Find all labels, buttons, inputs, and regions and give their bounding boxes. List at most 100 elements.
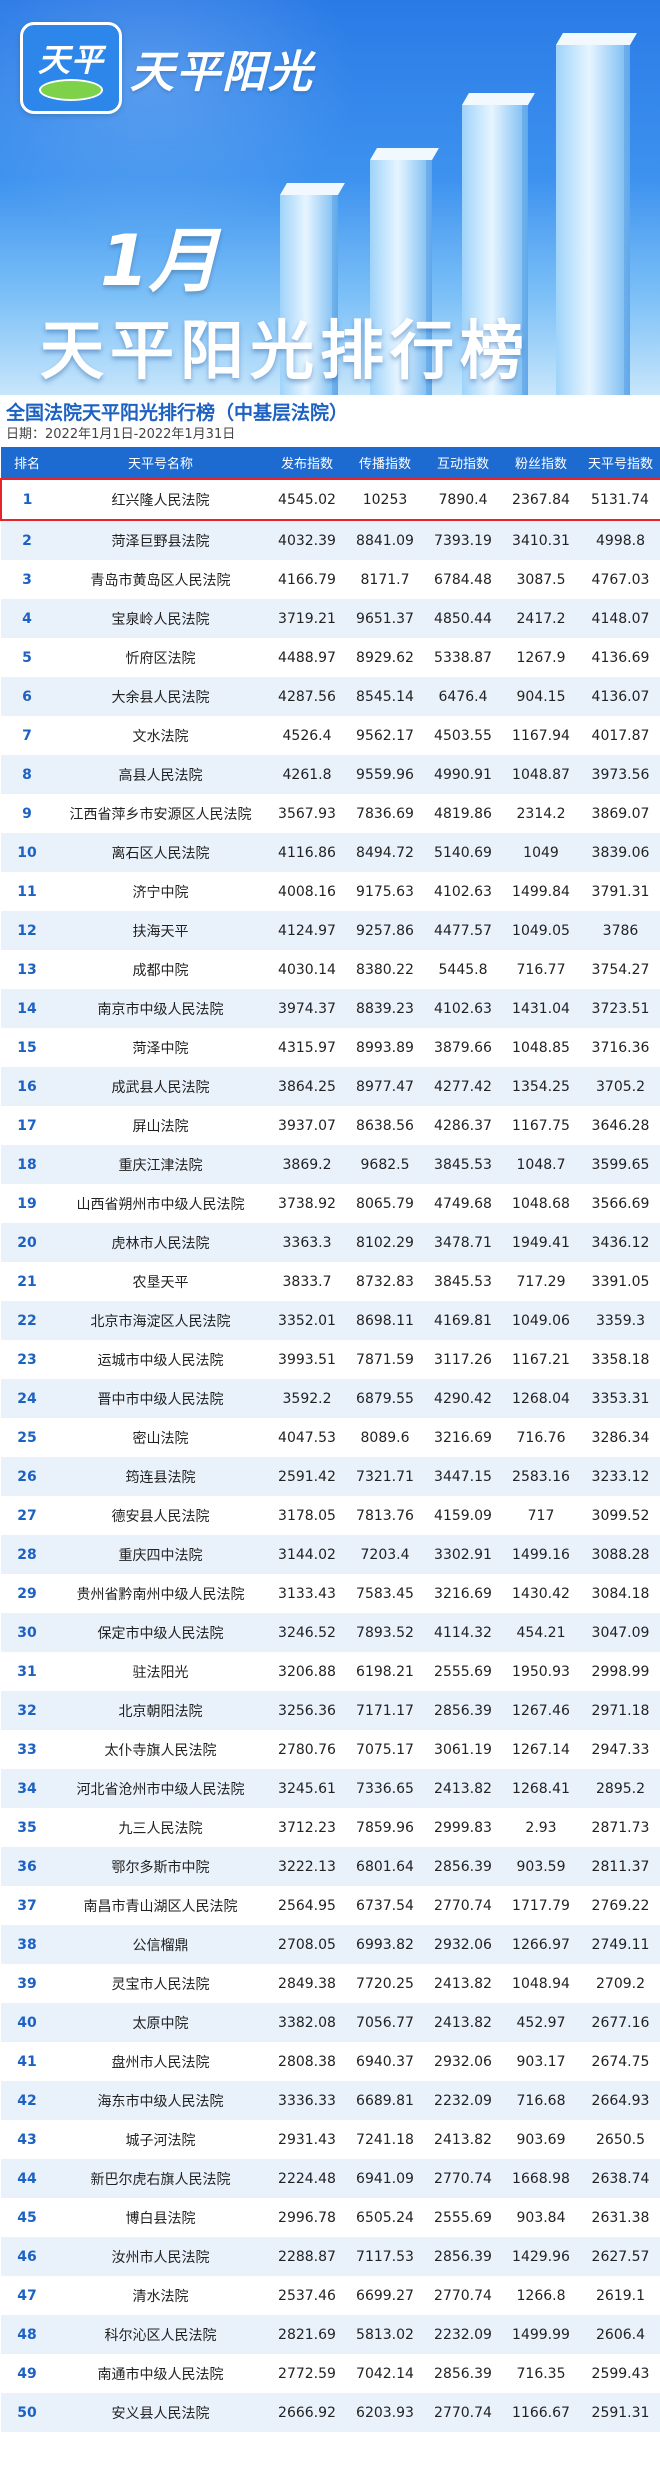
interaction-index-cell: 4114.32: [424, 1613, 502, 1652]
publish-index-cell: 3974.37: [268, 989, 346, 1028]
total-index-cell: 2591.31: [580, 2393, 660, 2432]
ranking-table: 排名 天平号名称 发布指数 传播指数 互动指数 粉丝指数 天平号指数 1 红兴隆人…: [0, 447, 660, 2432]
rank-cell: 44: [1, 2159, 53, 2198]
name-cell: 科尔沁区人民法院: [53, 2315, 268, 2354]
interaction-index-cell: 3117.26: [424, 1340, 502, 1379]
rank-cell: 29: [1, 1574, 53, 1613]
name-cell: 鄂尔多斯市中院: [53, 1847, 268, 1886]
fans-index-cell: 452.97: [502, 2003, 580, 2042]
spread-index-cell: 8065.79: [346, 1184, 424, 1223]
fans-index-cell: 3410.31: [502, 520, 580, 560]
publish-index-cell: 4315.97: [268, 1028, 346, 1067]
rank-cell: 26: [1, 1457, 53, 1496]
publish-index-cell: 3869.2: [268, 1145, 346, 1184]
total-index-cell: 3047.09: [580, 1613, 660, 1652]
name-cell: 清水法院: [53, 2276, 268, 2315]
total-index-cell: 2619.1: [580, 2276, 660, 2315]
spread-index-cell: 8977.47: [346, 1067, 424, 1106]
spread-index-cell: 8380.22: [346, 950, 424, 989]
table-row: 36 鄂尔多斯市中院 3222.13 6801.64 2856.39 903.59 2811…: [1, 1847, 660, 1886]
rank-cell: 38: [1, 1925, 53, 1964]
interaction-index-cell: 4850.44: [424, 599, 502, 638]
publish-index-cell: 4030.14: [268, 950, 346, 989]
publish-index-cell: 3363.3: [268, 1223, 346, 1262]
name-cell: 博白县法院: [53, 2198, 268, 2237]
spread-index-cell: 6801.64: [346, 1847, 424, 1886]
fans-index-cell: 1048.87: [502, 755, 580, 794]
rank-cell: 37: [1, 1886, 53, 1925]
publish-index-cell: 3178.05: [268, 1496, 346, 1535]
total-index-cell: 3359.3: [580, 1301, 660, 1340]
logo-text: 天平: [37, 41, 104, 79]
rank-cell: 20: [1, 1223, 53, 1262]
header-name: 天平号名称: [53, 447, 268, 479]
name-cell: 南昌市青山湖区人民法院: [53, 1886, 268, 1925]
table-row: 23 运城市中级人民法院 3993.51 7871.59 3117.26 1167.21 3…: [1, 1340, 660, 1379]
spread-index-cell: 9257.86: [346, 911, 424, 950]
rank-cell: 24: [1, 1379, 53, 1418]
rank-cell: 21: [1, 1262, 53, 1301]
total-index-cell: 2650.5: [580, 2120, 660, 2159]
spread-index-cell: 9559.96: [346, 755, 424, 794]
publish-index-cell: 4261.8: [268, 755, 346, 794]
rank-cell: 35: [1, 1808, 53, 1847]
spread-index-cell: 8089.6: [346, 1418, 424, 1457]
interaction-index-cell: 2856.39: [424, 1847, 502, 1886]
app-logo: 天平: [20, 22, 122, 114]
fans-index-cell: 1949.41: [502, 1223, 580, 1262]
spread-index-cell: 6941.09: [346, 2159, 424, 2198]
publish-index-cell: 3937.07: [268, 1106, 346, 1145]
spread-index-cell: 8929.62: [346, 638, 424, 677]
publish-index-cell: 3864.25: [268, 1067, 346, 1106]
name-cell: 大余县人民法院: [53, 677, 268, 716]
table-row: 43 城子河法院 2931.43 7241.18 2413.82 903.69 2650.5: [1, 2120, 660, 2159]
header-publish-index: 发布指数: [268, 447, 346, 479]
rank-cell: 6: [1, 677, 53, 716]
table-row: 27 德安县人民法院 3178.05 7813.76 4159.09 717 3099.52: [1, 1496, 660, 1535]
rank-cell: 15: [1, 1028, 53, 1067]
total-index-cell: 2677.16: [580, 2003, 660, 2042]
rank-cell: 33: [1, 1730, 53, 1769]
decor-bar-4: [556, 45, 630, 395]
publish-index-cell: 2537.46: [268, 2276, 346, 2315]
publish-index-cell: 3352.01: [268, 1301, 346, 1340]
publish-index-cell: 4008.16: [268, 872, 346, 911]
name-cell: 南通市中级人民法院: [53, 2354, 268, 2393]
publish-index-cell: 4166.79: [268, 560, 346, 599]
name-cell: 驻法阳光: [53, 1652, 268, 1691]
publish-index-cell: 3144.02: [268, 1535, 346, 1574]
interaction-index-cell: 2555.69: [424, 1652, 502, 1691]
total-index-cell: 2749.11: [580, 1925, 660, 1964]
fans-index-cell: 1267.9: [502, 638, 580, 677]
table-row: 28 重庆四中法院 3144.02 7203.4 3302.91 1499.16 3088.…: [1, 1535, 660, 1574]
rank-cell: 30: [1, 1613, 53, 1652]
interaction-index-cell: 6784.48: [424, 560, 502, 599]
table-row: 2 菏泽巨野县法院 4032.39 8841.09 7393.19 3410.31 4998…: [1, 520, 660, 560]
fans-index-cell: 1048.85: [502, 1028, 580, 1067]
table-row: 8 高县人民法院 4261.8 9559.96 4990.91 1048.87 3973.5…: [1, 755, 660, 794]
table-row: 26 筠连县法院 2591.42 7321.71 3447.15 2583.16 3233.…: [1, 1457, 660, 1496]
fans-index-cell: 717: [502, 1496, 580, 1535]
publish-index-cell: 4526.4: [268, 716, 346, 755]
total-index-cell: 2947.33: [580, 1730, 660, 1769]
fans-index-cell: 1266.97: [502, 1925, 580, 1964]
interaction-index-cell: 4749.68: [424, 1184, 502, 1223]
name-cell: 菏泽巨野县法院: [53, 520, 268, 560]
header-total-index: 天平号指数: [580, 447, 660, 479]
interaction-index-cell: 5338.87: [424, 638, 502, 677]
name-cell: 贵州省黔南州中级人民法院: [53, 1574, 268, 1613]
table-row: 10 离石区人民法院 4116.86 8494.72 5140.69 1049 3839.0…: [1, 833, 660, 872]
table-row: 19 山西省朔州市中级人民法院 3738.92 8065.79 4749.68 1048.…: [1, 1184, 660, 1223]
interaction-index-cell: 2856.39: [424, 1691, 502, 1730]
publish-index-cell: 3246.52: [268, 1613, 346, 1652]
fans-index-cell: 1431.04: [502, 989, 580, 1028]
name-cell: 灵宝市人民法院: [53, 1964, 268, 2003]
name-cell: 公信榴鼎: [53, 1925, 268, 1964]
fans-index-cell: 1266.8: [502, 2276, 580, 2315]
interaction-index-cell: 2232.09: [424, 2315, 502, 2354]
table-row: 32 北京朝阳法院 3256.36 7171.17 2856.39 1267.46 2971…: [1, 1691, 660, 1730]
interaction-index-cell: 4277.42: [424, 1067, 502, 1106]
interaction-index-cell: 2770.74: [424, 2393, 502, 2432]
fans-index-cell: 2367.84: [502, 478, 580, 521]
total-index-cell: 3869.07: [580, 794, 660, 833]
